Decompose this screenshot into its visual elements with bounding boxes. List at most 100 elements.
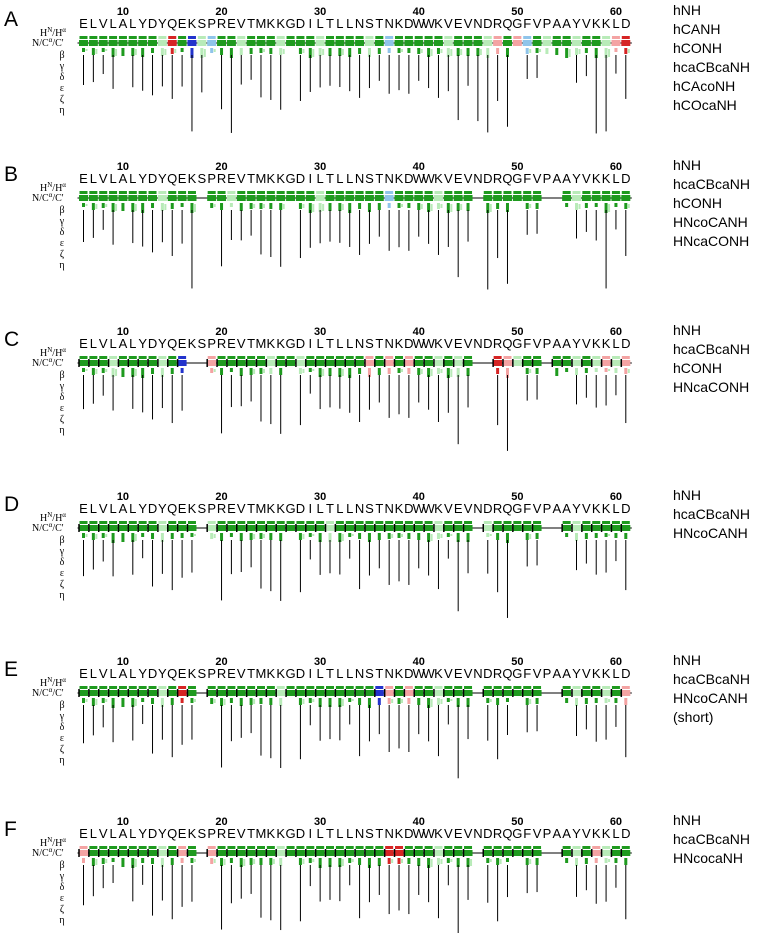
backbone-mark (286, 850, 296, 856)
beta-extra-mark (213, 534, 216, 538)
beta-extra-mark (391, 534, 394, 538)
beta-extra-mark (253, 534, 256, 539)
residue-letter: L (336, 501, 343, 516)
residue-letter: K (188, 666, 197, 681)
beta-mark (466, 48, 470, 56)
residue-letter: K (276, 16, 285, 31)
residue-letter: Y (158, 666, 167, 681)
hn-mark (109, 686, 118, 689)
panel-letter: A (4, 8, 18, 31)
residue-letter: S (197, 336, 206, 351)
hn-mark (335, 521, 344, 524)
beta-mark (377, 533, 381, 540)
experiment-label: HNcoCANH (673, 690, 748, 706)
residue-letter: K (276, 501, 285, 516)
residue-letter: Q (502, 16, 512, 31)
beta-mark (229, 533, 233, 537)
residue-letter: W (422, 826, 435, 841)
beta-extra-mark (489, 859, 492, 862)
residue-numbers: 10 20 30 40 50 60 (117, 816, 622, 828)
backbone-mark (315, 690, 325, 696)
beta-mark (348, 698, 352, 702)
beta-extra-mark (568, 49, 571, 57)
beta-mark (131, 368, 135, 377)
row-label-eta: η (59, 260, 64, 271)
hn-mark (572, 191, 581, 194)
hn-mark (562, 191, 571, 194)
hn-mark (395, 36, 404, 39)
hn-mark (178, 191, 187, 194)
experiment-label: hCONH (673, 40, 722, 56)
beta-mark (486, 533, 490, 537)
beta-mark (229, 48, 233, 58)
backbone-mark (572, 525, 581, 531)
backbone-mark (424, 850, 434, 856)
hn-mark (424, 36, 433, 39)
hn-mark (296, 191, 305, 194)
experiment-label: HNcoCANH (673, 214, 748, 230)
beta-extra-mark (262, 204, 265, 208)
hn-mark (533, 191, 542, 194)
backbone-label: N/Cα/C' (32, 521, 64, 534)
backbone-mark (355, 40, 365, 46)
residue-letter: T (247, 666, 255, 681)
residue-letter: R (493, 501, 502, 516)
beta-mark (427, 698, 431, 708)
backbone-mark (226, 195, 236, 201)
backbone-mark (167, 40, 177, 46)
hn-mark (572, 356, 581, 359)
hn-mark (592, 356, 601, 359)
beta-mark (82, 48, 85, 52)
residue-letter: L (346, 501, 353, 516)
hn-mark (335, 846, 344, 849)
residue-letter: P (207, 171, 216, 186)
beta-mark (535, 858, 539, 865)
backbone-mark (266, 525, 276, 531)
backbone-mark (364, 525, 374, 531)
beta-mark (387, 203, 391, 208)
residue-number: 50 (511, 491, 523, 503)
beta-mark (91, 203, 95, 210)
residue-letter: M (256, 501, 267, 516)
beta-extra-mark (627, 204, 630, 208)
hn-mark (365, 191, 374, 194)
beta-extra-mark (105, 859, 108, 863)
backbone-mark (424, 195, 434, 201)
beta-mark (151, 368, 155, 374)
label-part: N (47, 181, 52, 189)
backbone-mark (512, 850, 522, 856)
beta-mark (407, 533, 411, 539)
backbone-mark (88, 40, 98, 46)
hn-mark (89, 356, 98, 359)
beta-mark (190, 533, 194, 537)
row-label-delta: δ (60, 227, 65, 238)
beta-mark (229, 203, 233, 207)
hn-mark (385, 356, 394, 359)
backbone-mark (118, 360, 128, 366)
row-label-eta: η (59, 915, 64, 926)
beta-mark (151, 858, 155, 864)
row-label-eta: η (59, 425, 64, 436)
backbone-mark (207, 195, 217, 201)
residue-letter: D (296, 336, 305, 351)
residue-letter: Y (138, 336, 147, 351)
residue-letter: Y (572, 501, 581, 516)
hn-mark (582, 36, 591, 39)
beta-mark (170, 533, 174, 539)
beta-extra-mark (489, 534, 492, 536)
backbone-mark (522, 40, 532, 46)
beta-mark (367, 48, 371, 57)
residue-letter: R (493, 666, 502, 681)
beta-mark (535, 698, 539, 704)
backbone-mark (286, 525, 296, 531)
hn-mark (533, 521, 542, 524)
label-part: N/C (32, 38, 49, 49)
beta-mark (298, 48, 302, 54)
backbone-mark (305, 40, 315, 46)
beta-mark (456, 203, 460, 211)
beta-mark (318, 858, 322, 868)
residue-letter: L (317, 171, 324, 186)
backbone-mark (522, 360, 532, 366)
backbone-mark (335, 850, 345, 856)
